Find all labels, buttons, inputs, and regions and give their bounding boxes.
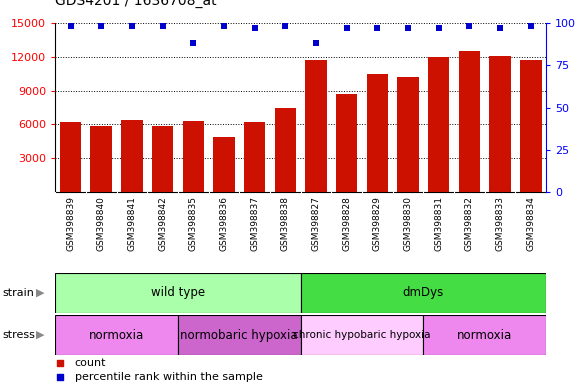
Text: normobaric hypoxia: normobaric hypoxia xyxy=(181,329,298,341)
Point xyxy=(496,25,505,31)
Text: GSM398833: GSM398833 xyxy=(496,196,505,251)
Bar xyxy=(55,273,301,313)
Bar xyxy=(424,315,546,355)
Point xyxy=(465,23,474,30)
Text: strain: strain xyxy=(3,288,35,298)
Bar xyxy=(458,51,480,192)
Bar xyxy=(301,273,546,313)
Text: GSM398831: GSM398831 xyxy=(434,196,443,251)
Bar xyxy=(121,120,143,192)
Text: GSM398829: GSM398829 xyxy=(373,196,382,251)
Text: GSM398840: GSM398840 xyxy=(96,196,106,251)
Text: GSM398834: GSM398834 xyxy=(526,196,535,251)
Point xyxy=(373,25,382,31)
Bar xyxy=(244,122,266,192)
Bar xyxy=(55,315,178,355)
Text: normoxia: normoxia xyxy=(457,329,512,341)
Bar xyxy=(301,315,424,355)
Text: ▶: ▶ xyxy=(37,288,45,298)
Text: stress: stress xyxy=(3,330,36,340)
Bar xyxy=(275,108,296,192)
Point xyxy=(526,23,536,30)
Bar xyxy=(489,56,511,192)
Point xyxy=(55,374,64,380)
Text: ▶: ▶ xyxy=(37,330,45,340)
Bar xyxy=(305,60,327,192)
Point xyxy=(281,23,290,30)
Bar xyxy=(336,94,357,192)
Bar xyxy=(91,126,112,192)
Text: percentile rank within the sample: percentile rank within the sample xyxy=(75,372,263,382)
Point xyxy=(127,23,137,30)
Text: dmDys: dmDys xyxy=(403,286,444,299)
Point xyxy=(189,40,198,46)
Point xyxy=(311,40,321,46)
Point xyxy=(342,25,352,31)
Text: GSM398836: GSM398836 xyxy=(220,196,228,251)
Text: GSM398835: GSM398835 xyxy=(189,196,198,251)
Bar xyxy=(60,122,81,192)
Bar xyxy=(428,57,450,192)
Text: normoxia: normoxia xyxy=(89,329,144,341)
Point xyxy=(55,360,64,366)
Bar xyxy=(367,74,388,192)
Point xyxy=(250,25,259,31)
Bar xyxy=(520,60,541,192)
Text: GSM398838: GSM398838 xyxy=(281,196,290,251)
Point xyxy=(96,23,106,30)
Bar xyxy=(213,137,235,192)
Text: chronic hypobaric hypoxia: chronic hypobaric hypoxia xyxy=(293,330,431,340)
Text: GSM398837: GSM398837 xyxy=(250,196,259,251)
Text: GDS4201 / 1636708_at: GDS4201 / 1636708_at xyxy=(55,0,217,8)
Text: GSM398832: GSM398832 xyxy=(465,196,474,251)
Bar xyxy=(178,315,301,355)
Text: count: count xyxy=(75,358,106,368)
Text: GSM398830: GSM398830 xyxy=(404,196,413,251)
Text: GSM398827: GSM398827 xyxy=(311,196,321,251)
Text: GSM398839: GSM398839 xyxy=(66,196,75,251)
Text: GSM398841: GSM398841 xyxy=(127,196,137,251)
Point xyxy=(219,23,228,30)
Point xyxy=(434,25,443,31)
Bar xyxy=(397,77,419,192)
Text: GSM398842: GSM398842 xyxy=(158,196,167,251)
Text: GSM398828: GSM398828 xyxy=(342,196,351,251)
Bar xyxy=(182,121,204,192)
Point xyxy=(403,25,413,31)
Point xyxy=(158,23,167,30)
Point xyxy=(66,23,75,30)
Text: wild type: wild type xyxy=(151,286,205,299)
Bar xyxy=(152,126,173,192)
